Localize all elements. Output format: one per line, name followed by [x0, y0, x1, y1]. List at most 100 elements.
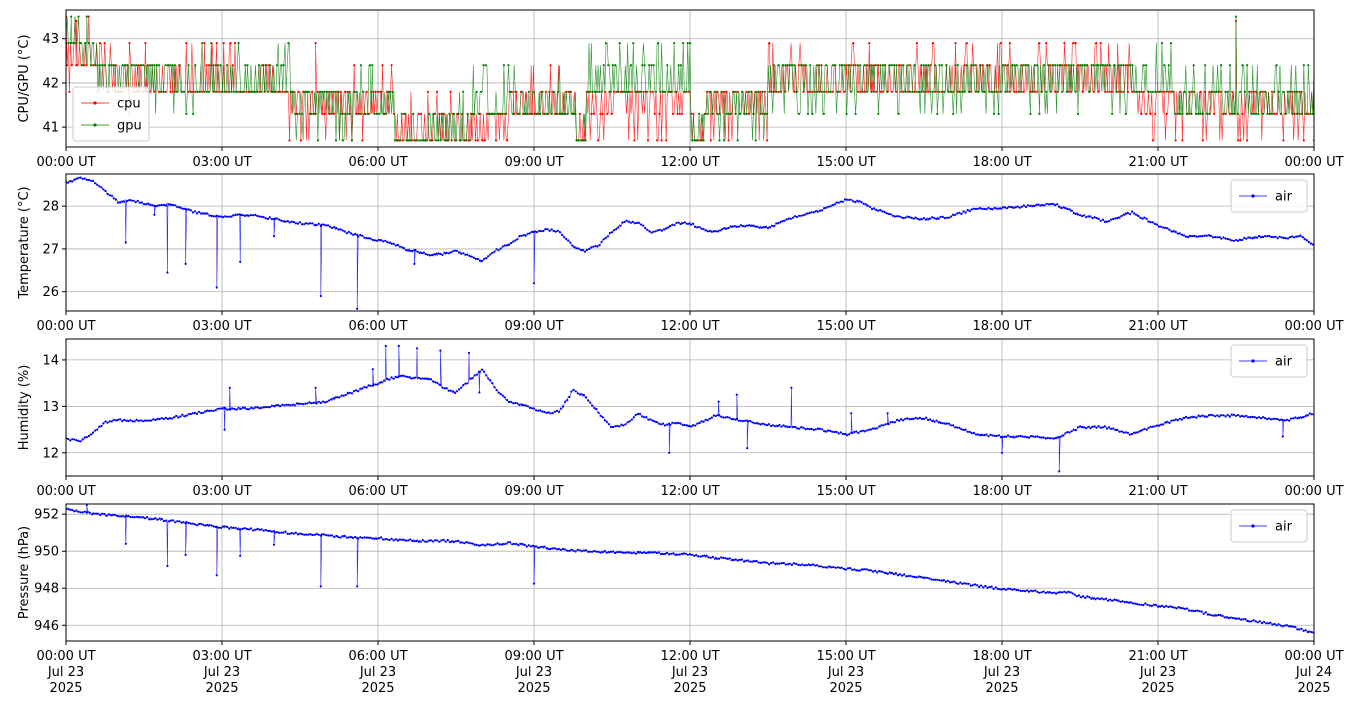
- data-point: [382, 538, 385, 541]
- data-point: [979, 434, 982, 437]
- data-point: [672, 552, 675, 555]
- data-point: [1130, 432, 1134, 436]
- data-point: [328, 112, 331, 115]
- data-point: [419, 377, 422, 380]
- data-point: [1068, 431, 1071, 434]
- data-point: [247, 214, 251, 217]
- data-point: [237, 42, 240, 45]
- data-point: [620, 551, 623, 554]
- data-point: [520, 403, 523, 406]
- data-point: [1245, 414, 1248, 417]
- data-point: [471, 542, 474, 545]
- data-point: [378, 112, 381, 115]
- data-point: [713, 90, 717, 93]
- data-point: [1174, 139, 1177, 142]
- data-point: [683, 221, 686, 224]
- data-point: [526, 232, 529, 235]
- data-point: [1151, 139, 1154, 142]
- data-point: [626, 551, 629, 554]
- data-point: [1076, 213, 1079, 216]
- data-point: [1189, 234, 1192, 238]
- data-point: [304, 402, 307, 405]
- data-point: [339, 228, 342, 231]
- data-point: [1310, 413, 1313, 416]
- data-point: [497, 391, 500, 394]
- data-point: [614, 64, 617, 67]
- x-tick-label: 00:00 UT: [36, 155, 95, 170]
- data-point: [1072, 212, 1075, 215]
- data-point: [179, 415, 182, 418]
- data-point: [906, 417, 909, 420]
- data-point: [859, 90, 862, 93]
- data-point: [280, 531, 283, 534]
- data-point: [119, 201, 122, 204]
- data-point: [1174, 230, 1177, 233]
- data-point: [243, 527, 246, 530]
- data-point: [152, 518, 155, 521]
- data-point: [816, 210, 820, 213]
- data-point: [315, 532, 318, 536]
- data-point: [720, 556, 723, 559]
- data-point: [1034, 435, 1037, 438]
- data-point: [1179, 90, 1182, 93]
- data-point: [280, 64, 283, 67]
- data-point: [639, 90, 642, 93]
- data-point: [1110, 218, 1113, 221]
- data-point: [566, 399, 569, 402]
- data-point: [685, 424, 689, 427]
- data-point: [574, 390, 577, 393]
- data-point: [658, 112, 661, 115]
- data-point: [825, 206, 828, 209]
- data-point: [493, 112, 496, 115]
- data-point: [1102, 598, 1105, 601]
- data-point: [1257, 416, 1260, 419]
- data-point: [929, 90, 932, 93]
- x-tick-label-line: 03:00 UT: [192, 155, 251, 170]
- data-point: [757, 90, 760, 93]
- data-point: [809, 64, 812, 67]
- data-point: [1205, 415, 1208, 418]
- data-point: [415, 539, 418, 543]
- data-point: [1195, 416, 1198, 419]
- data-point: [971, 584, 975, 587]
- data-point: [946, 579, 950, 582]
- data-point: [1199, 235, 1202, 238]
- data-point: [77, 176, 80, 179]
- grid: [65, 504, 1315, 641]
- data-point: [827, 429, 830, 432]
- data-point: [767, 423, 771, 426]
- data-point: [636, 550, 640, 554]
- data-point: [889, 213, 892, 216]
- data-point: [876, 427, 879, 430]
- data-point: [200, 522, 203, 526]
- data-point: [1155, 223, 1159, 226]
- data-point: [702, 139, 705, 142]
- data-point: [487, 112, 490, 115]
- data-point: [564, 548, 567, 551]
- data-point: [1235, 617, 1239, 620]
- data-point: [373, 239, 376, 242]
- data-point: [804, 213, 807, 216]
- data-point: [736, 90, 739, 93]
- x-tick-label-line: 21:00 UT: [1128, 319, 1187, 334]
- data-point: [1246, 139, 1249, 142]
- data-point: [541, 90, 544, 93]
- data-point: [423, 540, 426, 543]
- data-point: [1145, 112, 1148, 115]
- x-tick-label-line: 12:00 UT: [660, 155, 719, 170]
- data-point: [601, 550, 604, 554]
- y-tick-label: 946: [34, 619, 59, 634]
- data-point: [744, 225, 747, 228]
- data-point: [845, 112, 848, 115]
- data-point: [867, 569, 871, 572]
- data-point: [501, 245, 504, 248]
- data-point: [1231, 112, 1234, 115]
- data-point: [429, 539, 433, 542]
- data-point: [943, 422, 946, 425]
- data-point: [988, 90, 991, 93]
- grid: [65, 174, 1315, 311]
- data-point: [1038, 591, 1041, 594]
- data-point: [695, 139, 698, 142]
- data-point: [189, 522, 192, 525]
- data-point: [1264, 235, 1267, 238]
